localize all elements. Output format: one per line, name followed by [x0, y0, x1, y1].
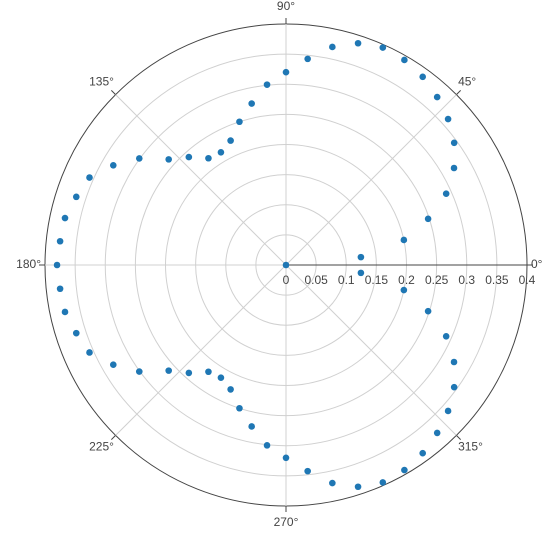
data-point	[282, 68, 290, 76]
data-point	[53, 261, 61, 269]
data-point	[433, 429, 441, 437]
data-point	[450, 358, 458, 366]
radial-tick-label: 0.3	[458, 273, 475, 287]
data-point	[185, 153, 193, 161]
data-point	[217, 148, 225, 156]
data-point	[379, 44, 387, 51]
data-point	[282, 454, 290, 462]
angular-tick-label: 225°	[89, 440, 114, 454]
radial-tick-label: 0.2	[398, 273, 415, 287]
data-point	[165, 156, 172, 163]
angular-tick	[456, 435, 462, 441]
radial-tick-label: 0	[283, 273, 290, 287]
angular-tick-label: 0°	[531, 257, 543, 271]
radial-tick-label: 0.1	[338, 273, 355, 287]
angular-tick	[456, 89, 462, 95]
angular-tick	[110, 89, 116, 95]
data-point	[205, 154, 212, 162]
angular-tick	[110, 435, 116, 441]
data-point	[72, 193, 80, 201]
data-point	[329, 43, 336, 51]
data-point	[433, 93, 441, 101]
data-point	[56, 237, 64, 245]
angular-tick-label: 180°	[16, 257, 41, 271]
data-point	[450, 383, 458, 391]
data-point	[86, 174, 93, 181]
data-point	[400, 286, 408, 294]
data-point	[135, 155, 143, 162]
angular-grid-line	[115, 264, 287, 436]
data-point	[282, 261, 290, 269]
data-point	[304, 467, 311, 475]
data-point	[227, 386, 234, 393]
data-point	[165, 367, 172, 374]
data-point	[357, 253, 365, 261]
data-point	[424, 307, 432, 315]
data-point	[442, 190, 450, 197]
data-point	[354, 483, 362, 491]
angular-tick-label: 315°	[458, 440, 483, 454]
data-point	[304, 55, 311, 63]
data-point	[248, 423, 255, 430]
data-point	[400, 236, 408, 244]
data-point	[61, 308, 69, 316]
data-point	[56, 285, 64, 293]
data-point	[379, 479, 387, 486]
data-point	[135, 368, 143, 375]
radial-tick-label: 0.4	[519, 273, 536, 287]
data-point	[401, 56, 408, 64]
data-point	[185, 369, 193, 377]
radial-tick-label: 0.35	[485, 273, 509, 287]
radial-tick-label: 0.05	[304, 273, 328, 287]
data-point	[450, 164, 458, 172]
data-point	[444, 115, 452, 123]
angular-tick-label: 270°	[274, 515, 299, 529]
data-point	[263, 442, 271, 449]
data-point	[444, 407, 452, 415]
data-point	[109, 161, 117, 169]
data-point	[236, 404, 243, 412]
data-point	[354, 39, 362, 47]
data-point	[236, 118, 243, 126]
angular-grid-line	[285, 94, 457, 266]
data-point	[205, 368, 212, 376]
angular-tick-label: 135°	[89, 75, 114, 89]
data-point	[61, 214, 69, 222]
data-point	[263, 81, 271, 88]
data-point	[227, 137, 234, 144]
data-point	[419, 73, 426, 81]
angular-tick-label: 45°	[458, 75, 476, 89]
data-point	[217, 374, 225, 382]
data-point	[72, 329, 80, 337]
data-point	[357, 269, 365, 277]
angular-tick-label: 90°	[277, 0, 295, 13]
data-point	[109, 361, 117, 369]
data-point	[248, 100, 255, 107]
radial-tick-label: 0.15	[365, 273, 389, 287]
data-point	[442, 333, 450, 340]
data-point	[86, 349, 93, 356]
data-point	[329, 479, 336, 487]
radial-tick-label: 0.25	[425, 273, 449, 287]
data-point	[450, 139, 458, 147]
data-point	[419, 449, 426, 457]
data-point	[401, 466, 408, 474]
angular-grid-line	[115, 94, 287, 266]
data-point	[424, 215, 432, 223]
angular-grid-line	[285, 264, 457, 436]
